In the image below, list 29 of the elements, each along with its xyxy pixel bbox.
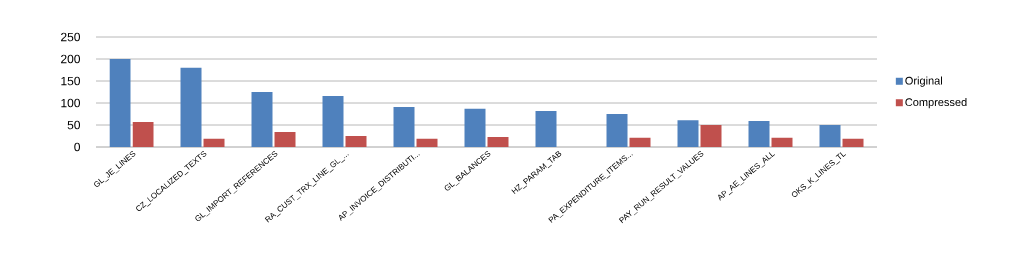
y-tick-label: 50 [67,120,81,130]
bar [748,121,770,147]
bar [487,136,509,147]
bar [109,59,131,147]
legend-label: Compressed [905,98,967,109]
bar [700,125,722,147]
bar [677,120,699,147]
bar [251,92,273,147]
bar [535,110,557,147]
bar [464,108,486,147]
bar [203,138,225,147]
bar [842,138,864,147]
y-tick-label: 250 [61,32,81,42]
bar [393,106,415,147]
bar [629,137,651,147]
y-tick-label: 150 [61,76,81,86]
bar [274,132,296,147]
bar [819,125,841,147]
bar [771,137,793,147]
bar [180,67,202,147]
bar [345,136,367,147]
bar [132,121,154,147]
y-tick-label: 100 [61,98,81,108]
bar [416,138,438,147]
bar [322,95,344,147]
y-tick-label: 0 [74,142,81,152]
legend-label: Original [905,76,942,87]
y-tick-label: 200 [61,54,81,64]
bar [606,114,628,147]
